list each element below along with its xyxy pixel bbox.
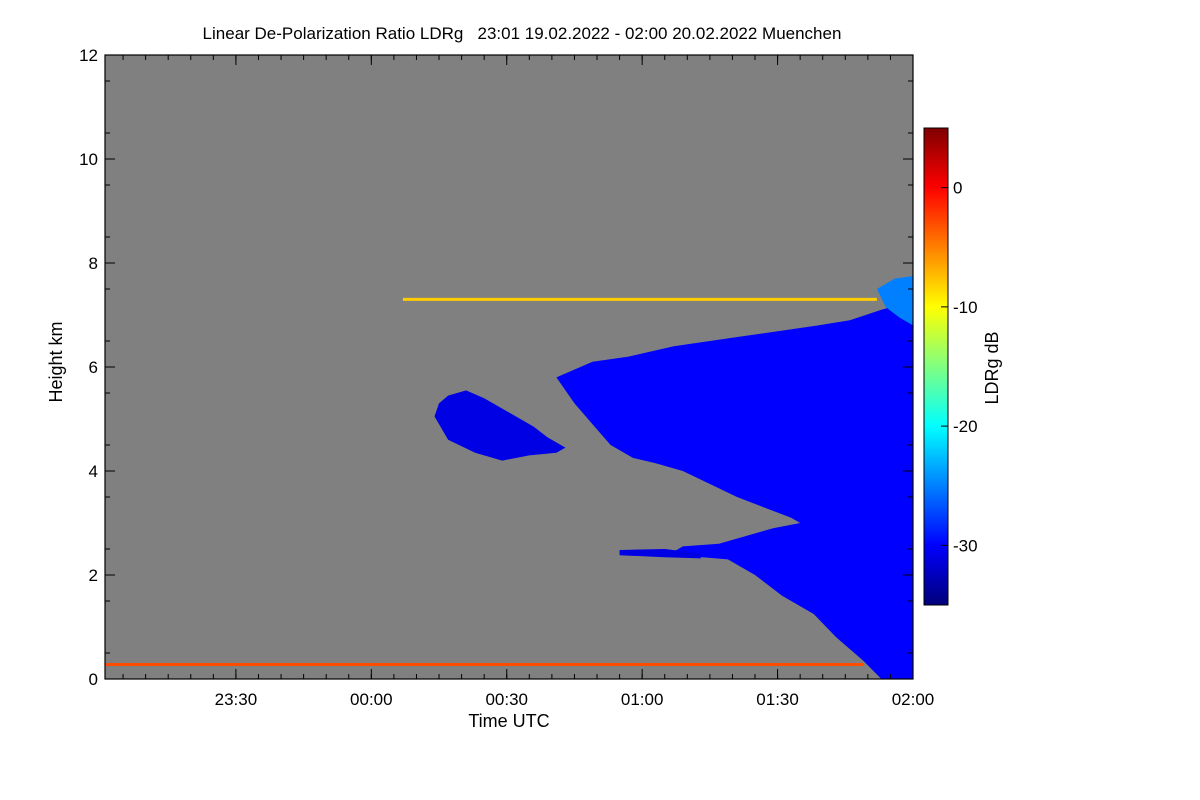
x-tick-label-3: 01:00: [621, 690, 664, 709]
x-tick-label-5: 02:00: [892, 690, 935, 709]
x-axis-label: Time UTC: [468, 711, 549, 731]
y-axis-label: Height km: [46, 321, 66, 402]
colorbar-label: LDRg dB: [982, 331, 1002, 404]
y-tick-label-5: 10: [79, 150, 98, 169]
cloud-features: [434, 276, 913, 679]
thin-layers: [105, 297, 877, 666]
x-tick-label-0: 23:30: [215, 690, 258, 709]
cloud-feature-3: [619, 549, 701, 559]
y-tick-label-2: 4: [89, 462, 98, 481]
x-tick-label-1: 00:00: [350, 690, 393, 709]
colorbar-tick-label-0: 0: [953, 179, 962, 198]
colorbar-ticks: 0 -10 -20 -30: [941, 179, 978, 555]
colorbar-tick-label-3: -30: [953, 536, 978, 555]
colorbar: [923, 127, 949, 606]
chart-title: Linear De-Polarization Ratio LDRg 23:01 …: [203, 24, 842, 43]
colorbar-tick-label-2: -20: [953, 417, 978, 436]
cloud-feature-0: [434, 390, 566, 461]
x-tick-label-4: 01:30: [756, 690, 799, 709]
y-tick-label-1: 2: [89, 566, 98, 585]
y-tick-label-6: 12: [79, 46, 98, 65]
y-tick-label-4: 8: [89, 254, 98, 273]
cloud-feature-2: [876, 276, 913, 326]
x-axis: 23:30 00:00 00:30 01:00 01:30 02:00: [122, 55, 935, 709]
x-tick-label-2: 00:30: [485, 690, 528, 709]
colorbar-tick-label-1: -10: [953, 298, 978, 317]
y-tick-label-3: 6: [89, 358, 98, 377]
y-tick-label-0: 0: [89, 670, 98, 689]
cloud-feature-1: [556, 304, 913, 679]
y-axis: 0 2 4 6 8 10 12: [79, 46, 913, 689]
